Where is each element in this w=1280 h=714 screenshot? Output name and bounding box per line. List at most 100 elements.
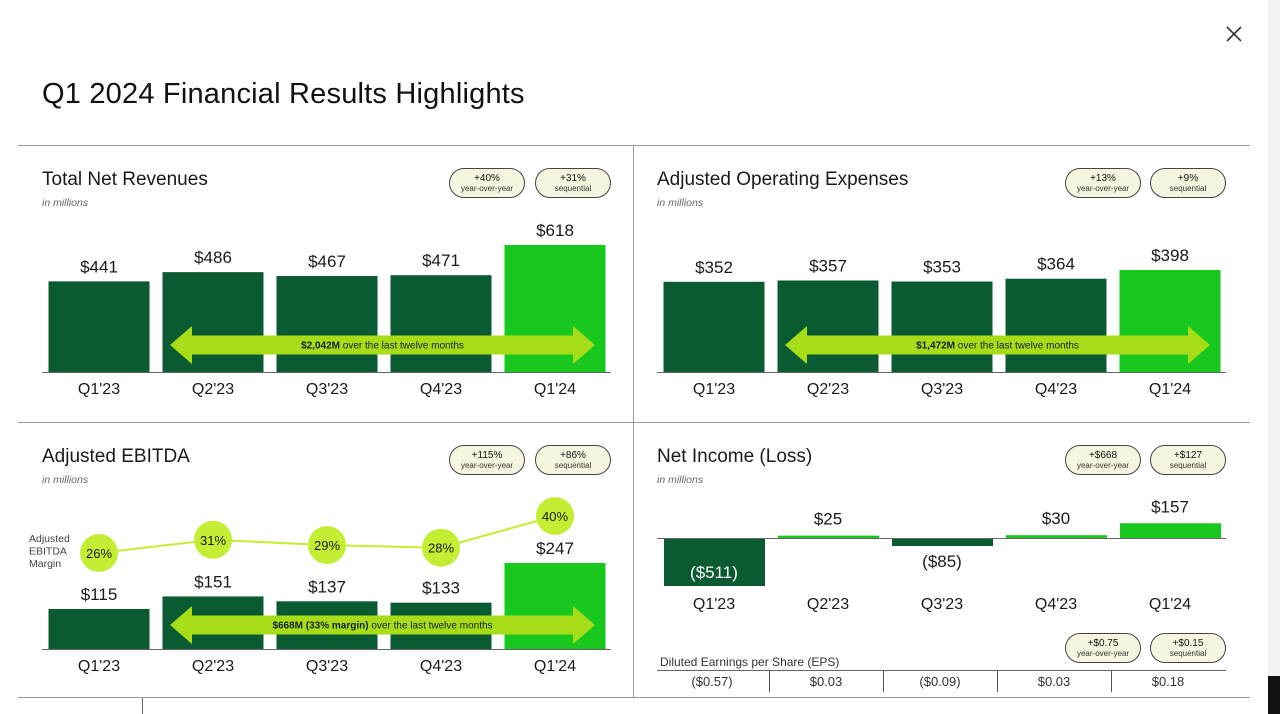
- bar-Q2'23: [778, 535, 879, 538]
- bar-Q1'24: [1119, 270, 1221, 372]
- annotation-rest: over the last twelve months: [340, 341, 464, 352]
- bar-Q1'24: [1120, 523, 1221, 538]
- category-label: Q4'23: [1035, 596, 1077, 613]
- bar-Q4'23: [1006, 535, 1107, 538]
- badge-value: +$0.15: [1172, 638, 1204, 649]
- annotation-bold: $2,042M: [301, 341, 340, 352]
- background-page-strip: [1268, 0, 1280, 714]
- arrow-shape: [170, 326, 595, 364]
- badge-value: +31%: [560, 173, 586, 184]
- ttm-arrow: $1,472M over the last twelve months: [785, 326, 1210, 364]
- bar-Q1'23: [48, 608, 150, 649]
- badge-value: +$127: [1173, 450, 1203, 461]
- eps-value: ($0.57): [691, 674, 732, 689]
- close-icon: [1226, 26, 1242, 42]
- annotation-label: $1,472M over the last twelve months: [916, 341, 1079, 352]
- margin-bubble: [194, 520, 232, 559]
- value-label: $398: [1151, 246, 1189, 265]
- category-label: Q3'23: [921, 596, 963, 613]
- value-label: $137: [308, 577, 346, 596]
- category-label: Q1'24: [1149, 596, 1191, 613]
- badge-value: +$668: [1088, 450, 1118, 461]
- category-label: Q1'24: [1149, 381, 1191, 398]
- badge-label: sequential: [1169, 184, 1207, 193]
- badge-label: year-over-year: [460, 184, 513, 193]
- badge-label: sequential: [1169, 649, 1207, 658]
- annotation-bold: $1,472M: [916, 341, 955, 352]
- value-label: ($511): [690, 563, 738, 582]
- eps-value: ($0.09): [919, 674, 960, 689]
- bar-Q2'23: [162, 272, 264, 372]
- arrow-shape: [785, 326, 1210, 364]
- category-label: Q1'23: [78, 381, 120, 398]
- panel-title: Net Income (Loss): [657, 446, 813, 467]
- ttm-arrow: $668M (33% margin) over the last twelve …: [170, 606, 595, 644]
- value-label: $364: [1037, 255, 1075, 274]
- margin-label: 26%: [86, 546, 112, 561]
- margin-bubble: [422, 528, 460, 567]
- annotation-bold: $668M (33% margin): [272, 621, 368, 632]
- background-page-dark-block: [1268, 676, 1280, 714]
- margin-series-name: Margin: [29, 558, 61, 570]
- category-label: Q2'23: [807, 381, 849, 398]
- category-label: Q3'23: [306, 381, 348, 398]
- eps-value: $0.03: [1038, 674, 1071, 689]
- badge-value: +9%: [1177, 173, 1199, 184]
- category-label: Q4'23: [1035, 381, 1077, 398]
- badge-label: sequential: [554, 184, 592, 193]
- panel-subtitle: in millions: [42, 197, 89, 209]
- margin-series-name: EBITDA: [29, 546, 67, 558]
- close-button[interactable]: [1222, 22, 1246, 46]
- badge-label: year-over-year: [460, 461, 513, 470]
- category-label: Q3'23: [921, 381, 963, 398]
- bar-Q4'23: [1005, 278, 1107, 372]
- bar-Q3'23: [891, 281, 993, 372]
- yoy-badge: +13% year-over-year: [1065, 168, 1141, 198]
- value-label: $471: [422, 251, 460, 270]
- panel-title: Total Net Revenues: [42, 169, 208, 190]
- eps-yoy-badge: +$0.75 year-over-year: [1065, 633, 1141, 663]
- badge-label: year-over-year: [1076, 461, 1129, 470]
- bar-Q4'23: [390, 275, 492, 372]
- category-label: Q4'23: [420, 658, 462, 675]
- eps-value: $0.03: [810, 674, 843, 689]
- value-label: $133: [422, 579, 460, 598]
- category-label: Q1'23: [693, 596, 735, 613]
- badge-value: +40%: [474, 173, 500, 184]
- page-title: Q1 2024 Financial Results Highlights: [42, 78, 525, 110]
- badge-value: +115%: [471, 450, 503, 461]
- eps-sequential-badge: +$0.15 sequential: [1150, 633, 1226, 663]
- arrow-shape: [170, 606, 595, 644]
- bar-Q1'24: [504, 563, 606, 649]
- value-label: $467: [308, 252, 346, 271]
- margin-bubble: [536, 497, 574, 535]
- annotation-rest: over the last twelve months: [369, 621, 493, 632]
- annotation-rest: over the last twelve months: [955, 341, 1079, 352]
- sequential-badge: +9% sequential: [1150, 168, 1226, 198]
- margin-bubble: [80, 534, 118, 572]
- category-label: Q3'23: [306, 658, 348, 675]
- value-label: $352: [695, 258, 733, 277]
- sequential-badge: +86% sequential: [535, 445, 611, 475]
- value-label: $618: [536, 221, 574, 240]
- category-label: Q1'23: [693, 381, 735, 398]
- badge-label: year-over-year: [1076, 184, 1129, 193]
- footer-divider: [18, 697, 1250, 698]
- badge-label: sequential: [1169, 461, 1207, 470]
- value-label: $151: [194, 572, 232, 591]
- value-label: $115: [81, 585, 118, 604]
- value-label: $353: [923, 258, 961, 277]
- value-label: $247: [536, 539, 574, 558]
- bar-Q1'23: [663, 281, 765, 372]
- bar-Q3'23: [892, 538, 993, 546]
- category-label: Q2'23: [807, 596, 849, 613]
- category-label: Q4'23: [420, 381, 462, 398]
- eps-title: Diluted Earnings per Share (EPS): [660, 655, 840, 669]
- badge-value: +$0.75: [1087, 638, 1119, 649]
- value-label: $30: [1042, 509, 1070, 528]
- sequential-badge: +31% sequential: [535, 168, 611, 198]
- badge-value: +13%: [1090, 173, 1116, 184]
- panel-title: Adjusted Operating Expenses: [657, 169, 909, 190]
- annotation-label: $2,042M over the last twelve months: [301, 341, 464, 352]
